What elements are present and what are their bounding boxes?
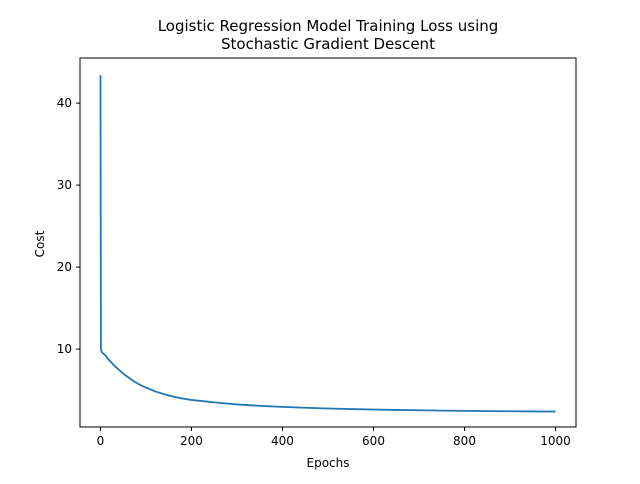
- x-axis-label: Epochs: [307, 456, 350, 470]
- x-tick-label-0: 0: [97, 434, 105, 448]
- x-tick-label-800: 800: [453, 434, 476, 448]
- chart-title-line-2: Stochastic Gradient Descent: [221, 35, 435, 53]
- y-tick-label-40: 40: [57, 96, 72, 110]
- chart-title-line-1: Logistic Regression Model Training Loss …: [158, 17, 499, 35]
- y-tick-label-20: 20: [57, 260, 72, 274]
- plot-area: 0 200 400 600 800 1000 10 20 30 40: [57, 57, 577, 448]
- x-tick-label-1000: 1000: [540, 434, 571, 448]
- y-tick-label-30: 30: [57, 178, 72, 192]
- axes-frame: [79, 57, 577, 428]
- x-tick-label-400: 400: [271, 434, 294, 448]
- y-axis-label: Cost: [33, 230, 47, 257]
- series-line-0: [99, 75, 556, 413]
- x-tick-label-600: 600: [362, 434, 385, 448]
- x-tick-label-200: 200: [180, 434, 203, 448]
- y-tick-label-10: 10: [57, 342, 72, 356]
